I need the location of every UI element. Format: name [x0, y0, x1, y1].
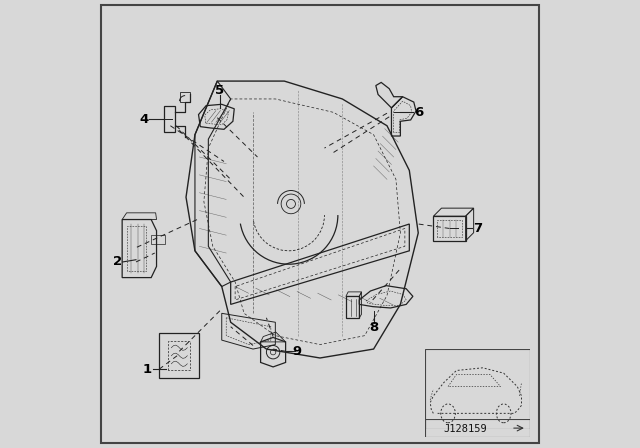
Text: 4: 4 — [139, 112, 148, 125]
Text: 1: 1 — [143, 362, 152, 376]
Text: 2: 2 — [113, 255, 122, 268]
Text: 5: 5 — [215, 84, 224, 97]
Text: 8: 8 — [369, 321, 378, 334]
Text: 9: 9 — [292, 345, 301, 358]
Text: 6: 6 — [413, 106, 423, 119]
Text: 7: 7 — [473, 222, 482, 235]
